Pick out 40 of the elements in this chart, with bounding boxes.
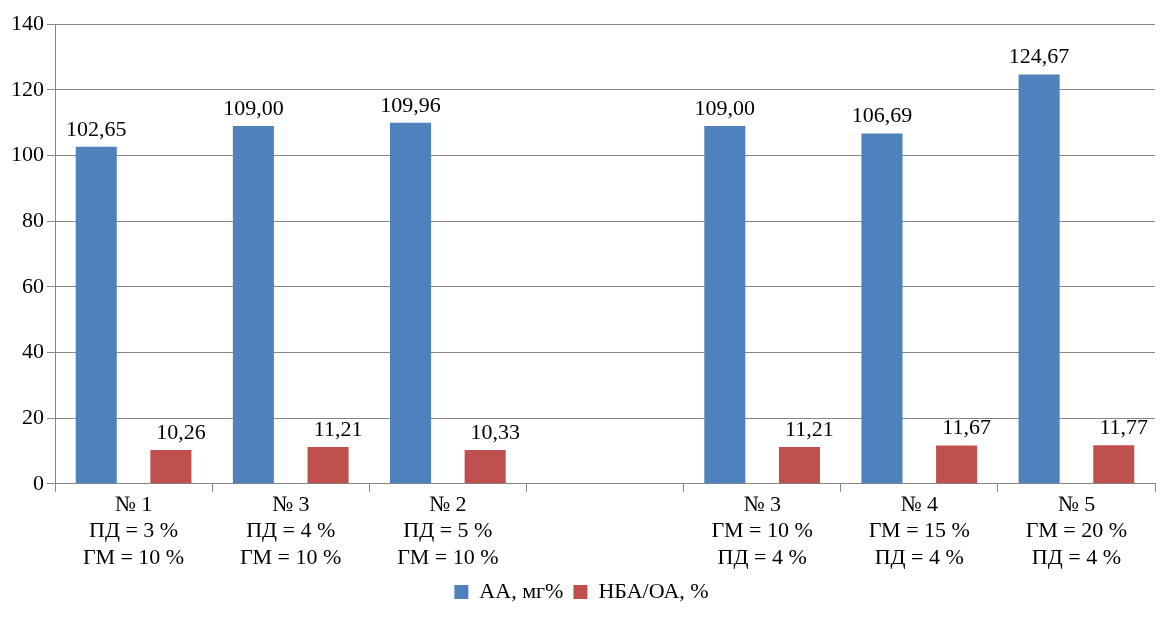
bar <box>150 450 192 484</box>
y-tick-label: 100 <box>11 141 44 167</box>
y-tick-label: 60 <box>22 272 44 298</box>
y-tick-label: 20 <box>22 403 44 429</box>
y-tick-label: 40 <box>22 338 44 364</box>
x-tick-label: № 2 ПД = 5 % ГМ = 10 % <box>397 490 499 569</box>
legend-label: АА, мг% <box>479 577 564 603</box>
data-label: 109,96 <box>380 91 441 117</box>
x-tick-label: № 3 ГМ = 10 % ПД = 4 % <box>711 490 813 569</box>
data-label: 11,67 <box>942 414 991 440</box>
legend-label: НБА/ОА, % <box>598 577 709 603</box>
x-tick-label: № 4 ГМ = 15 % ПД = 4 % <box>868 490 970 569</box>
x-tick-label: № 1 ПД = 3 % ГМ = 10 % <box>82 490 185 569</box>
data-label: 11,21 <box>785 415 834 441</box>
data-label: 10,26 <box>156 418 206 444</box>
bar <box>390 122 432 484</box>
bar <box>464 449 506 484</box>
bar <box>778 447 820 484</box>
bar <box>1018 74 1060 484</box>
bar <box>936 445 978 484</box>
bar <box>232 125 274 484</box>
data-label: 124,67 <box>1008 43 1070 69</box>
bar <box>861 133 903 484</box>
y-tick-label: 80 <box>22 206 44 232</box>
bar <box>1093 445 1135 484</box>
data-label: 10,33 <box>470 418 520 444</box>
y-tick-label: 140 <box>11 9 44 35</box>
data-label: 109,00 <box>223 94 284 120</box>
data-label: 102,65 <box>66 115 127 141</box>
bar <box>75 146 117 484</box>
data-label: 109,00 <box>694 94 756 120</box>
bar <box>307 447 349 484</box>
data-label: 11,77 <box>1099 413 1149 439</box>
data-label: 106,69 <box>851 102 913 128</box>
bar <box>704 125 746 484</box>
x-tick-label: № 3 ПД = 4 % ГМ = 10 % <box>240 490 342 569</box>
y-tick-label: 0 <box>33 469 44 495</box>
y-tick-label: 120 <box>11 75 44 101</box>
data-label: 11,21 <box>313 415 363 441</box>
x-tick-label: № 5 ГМ = 20 % ПД = 4 % <box>1025 490 1128 569</box>
